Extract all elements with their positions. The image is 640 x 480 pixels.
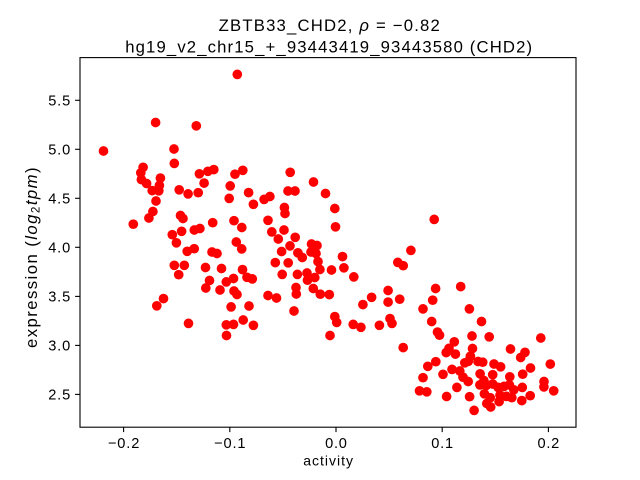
svg-text:−0.1: −0.1 — [214, 436, 246, 452]
svg-text:0.2: 0.2 — [538, 436, 560, 452]
svg-text:expression (log2tpm): expression (log2tpm) — [22, 166, 43, 348]
svg-text:2.5: 2.5 — [48, 388, 70, 404]
svg-text:−0.2: −0.2 — [108, 436, 140, 452]
svg-text:0.0: 0.0 — [325, 436, 347, 452]
svg-text:0.1: 0.1 — [431, 436, 453, 452]
svg-text:activity: activity — [303, 453, 353, 469]
svg-text:4.0: 4.0 — [48, 241, 70, 257]
svg-text:4.5: 4.5 — [48, 192, 70, 208]
svg-text:5.5: 5.5 — [48, 94, 70, 110]
svg-text:ZBTB33_CHD2, ρ = −0.82: ZBTB33_CHD2, ρ = −0.82 — [219, 16, 440, 35]
svg-text:5.0: 5.0 — [48, 143, 70, 159]
svg-text:3.5: 3.5 — [48, 290, 70, 306]
svg-text:hg19_v2_chr15_+_93443419_93443: hg19_v2_chr15_+_93443419_93443580 (CHD2) — [125, 37, 532, 56]
svg-text:3.0: 3.0 — [48, 339, 70, 355]
